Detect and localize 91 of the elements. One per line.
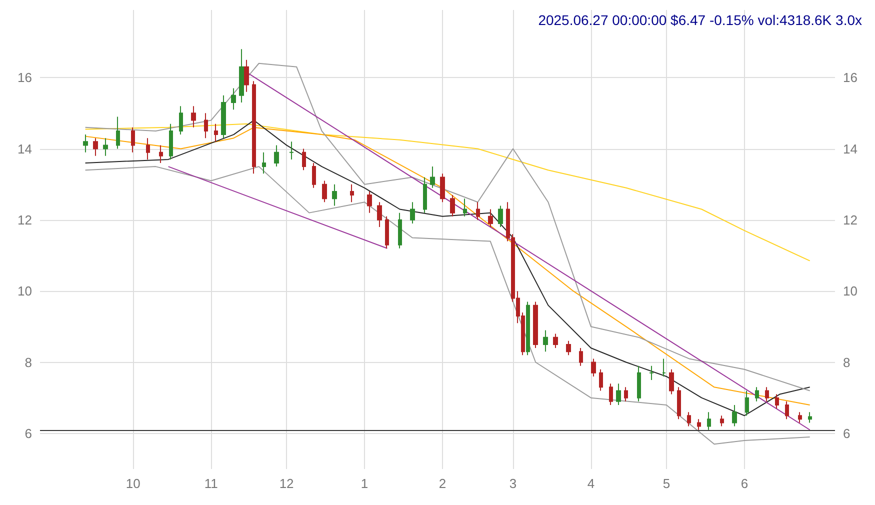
candlestick	[274, 144, 279, 168]
y2-tick-label: 8	[843, 354, 850, 370]
candlestick	[649, 365, 654, 381]
candlestick	[430, 166, 435, 188]
candlestick	[543, 330, 548, 352]
candlestick	[579, 348, 583, 366]
y2-tick-label: 10	[843, 284, 858, 299]
candlestick	[191, 106, 196, 128]
x-tick-label: 11	[204, 476, 218, 491]
candlestick	[332, 184, 337, 206]
candlestick	[410, 202, 415, 224]
candlestick	[93, 138, 98, 156]
candlestick	[377, 202, 382, 228]
line-series	[84, 166, 810, 445]
x-tick-label: 1	[360, 476, 368, 491]
candlestick	[808, 412, 812, 424]
y-tick-label: 14	[18, 141, 32, 156]
candlestick	[624, 386, 628, 402]
x-tick-label: 6	[740, 476, 748, 491]
candlestick	[131, 126, 135, 153]
chart-title: 2025.06.27 00:00:00 $6.47 -0.15% vol:4318.6K 3.0x	[538, 12, 862, 28]
candlestick	[221, 94, 226, 139]
candlestick	[775, 394, 779, 410]
candlestick	[204, 112, 208, 139]
y2-tick-label: 16	[843, 70, 858, 86]
candlestick	[302, 148, 306, 171]
candlestick	[252, 80, 256, 174]
candlestick	[553, 333, 558, 349]
x-tick-label: 2	[438, 476, 446, 491]
candlestick	[440, 173, 445, 203]
candlestick	[669, 368, 674, 395]
y-tick-label: 16	[18, 70, 32, 86]
x-tick-label: 5	[662, 476, 670, 491]
candlestick	[116, 116, 120, 150]
candlestick	[697, 418, 701, 430]
candlestick	[476, 202, 480, 220]
candlestick	[765, 386, 769, 402]
candlestick	[450, 194, 455, 217]
candlestick	[103, 138, 108, 156]
candlestick	[463, 198, 467, 217]
candlestick	[385, 216, 389, 249]
candlestick	[146, 138, 150, 160]
candlestick	[533, 301, 538, 349]
candlestick	[179, 106, 183, 136]
candlestick	[616, 383, 621, 406]
candlestick	[720, 415, 724, 427]
candlestick	[677, 386, 681, 420]
candlestick	[350, 184, 354, 203]
line-series	[84, 62, 810, 392]
candlestick	[367, 190, 372, 214]
candlestick	[322, 180, 327, 203]
y2-tick-label: 14	[843, 141, 858, 156]
candlestick	[732, 404, 737, 427]
candlestick	[488, 208, 493, 228]
candlestick	[591, 358, 596, 377]
line-series	[84, 123, 810, 262]
candlestick	[398, 212, 402, 249]
candlestick	[785, 400, 789, 420]
candlestick	[755, 386, 759, 402]
candlestick	[637, 365, 641, 402]
candlestick	[169, 123, 173, 160]
x-tick-label: 4	[587, 476, 595, 491]
candlestick	[798, 412, 802, 424]
y2-tick-label: 6	[843, 426, 850, 441]
candlestick	[609, 383, 613, 406]
y-tick-label: 12	[18, 212, 32, 228]
x-tick-label: 10	[126, 476, 140, 491]
candlestick	[244, 59, 249, 92]
y2-tick-label: 12	[843, 212, 858, 228]
candlestick	[498, 205, 503, 228]
candlestick	[423, 176, 427, 214]
candlestick	[289, 141, 294, 160]
candlestick	[599, 368, 603, 392]
candlestick	[83, 134, 88, 153]
candlestick	[312, 162, 316, 188]
candlestick	[707, 412, 711, 430]
x-tick-label: 3	[509, 476, 517, 491]
candlestick	[159, 144, 163, 164]
candlestick	[745, 390, 749, 416]
candlestick	[687, 412, 691, 427]
candlestick	[566, 340, 571, 356]
candlestick	[239, 48, 244, 104]
y-tick-label: 6	[24, 426, 32, 441]
candlestick	[214, 123, 218, 142]
candlestick	[662, 358, 666, 377]
candlestick	[231, 88, 236, 110]
y-tick-label: 10	[18, 284, 32, 299]
candlestick	[526, 301, 530, 356]
x-tick-label: 12	[279, 476, 294, 491]
candlestick	[262, 152, 266, 174]
y-tick-label: 8	[24, 354, 32, 370]
